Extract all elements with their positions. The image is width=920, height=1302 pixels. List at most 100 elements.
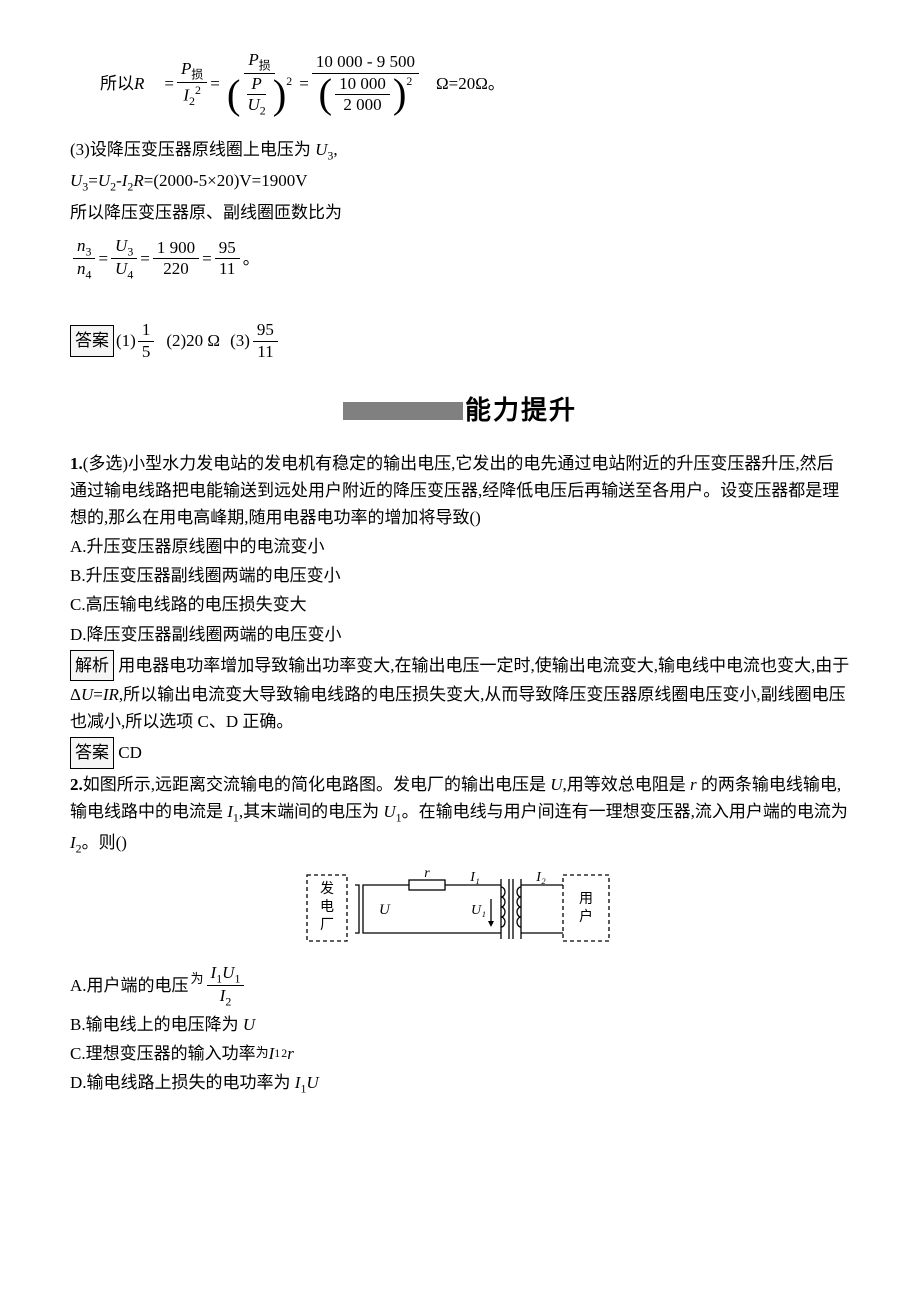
q2D-U: U (306, 1073, 318, 1092)
q2C-wei: 为 (256, 1043, 269, 1064)
q2C-Is: 1 (274, 1044, 280, 1063)
q1-opt-b: B.升压变压器副线圈两端的电压变小 (70, 562, 850, 589)
q2A-pre: A.用户端的电压 (70, 972, 189, 999)
u3c-rhs: =(2000-5×20)V=1900V (144, 171, 308, 190)
diag-r: r (424, 869, 430, 881)
u2-sub-inner: 2 (260, 103, 266, 117)
u3c-u2: U (98, 171, 110, 190)
q2-stem-2: I2。则() (70, 829, 850, 858)
gen-l3: 厂 (320, 918, 334, 933)
q1-ans-text: CD (118, 743, 142, 762)
n4: n (77, 259, 86, 278)
q2A-wei: 为 (191, 969, 204, 990)
ans-p2: (2)20 Ω (166, 327, 220, 354)
q1-opt-c: C.高压输电线路的电压损失变大 (70, 591, 850, 618)
q1j-eq: = (93, 685, 103, 704)
section-banner: 能力提升 (70, 390, 850, 432)
prefix-text: 所以 (100, 70, 134, 97)
sq2: 2 (286, 74, 292, 88)
q2-opt-a: A.用户端的电压 为 I1U1 I2 (70, 963, 850, 1009)
unit-tail: Ω=20Ω。 (436, 70, 505, 97)
q2-t5: 。在输电线与用户间连有一理想变压器,流入用户端的电流为 (402, 802, 848, 821)
u3-var: U (315, 140, 327, 159)
af1d: 5 (138, 342, 155, 362)
rv2n: 95 (215, 238, 240, 259)
n4s: 4 (86, 268, 92, 282)
rU3s: 3 (127, 244, 133, 258)
n3: n (77, 236, 86, 255)
gen-l1: 发 (320, 881, 334, 897)
q2-t2: ,用等效总电阻是 (563, 775, 691, 794)
var-R: R (134, 70, 144, 97)
r-eq2: = (140, 245, 150, 272)
q2-t1: 如图所示,远距离交流输电的简化电路图。发电厂的输出电压是 (83, 775, 551, 794)
u3-calc-line: U3=U2-I2R=(2000-5×20)V=1900V (70, 167, 850, 196)
frac-3: 10 000 - 9 500 ( 10 000 2 000 ) 2 (312, 52, 419, 115)
diag-U1: U₁ (471, 903, 486, 918)
ans-pre: (1 (116, 327, 130, 354)
circuit-svg: 发 电 厂 U r I₁ U₁ I₂ 用 户 (305, 869, 615, 949)
diag-U: U (379, 902, 391, 918)
q2-opt-c: C.理想变压器的输入功率 为 I12r (70, 1040, 850, 1067)
p-loss-num: P (181, 59, 191, 78)
rv1n: 1 900 (153, 238, 199, 259)
q1-opt-a: A.升压变压器原线圈中的电流变小 (70, 533, 850, 560)
r-eq3: = (202, 245, 212, 272)
gen-l2: 电 (320, 899, 334, 915)
answer-label-box: 答案 (70, 325, 114, 356)
q2-stem: 2.如图所示,远距离交流输电的简化电路图。发电厂的输出电压是 U,用等效总电阻是… (70, 771, 850, 828)
rU4s: 4 (127, 268, 133, 282)
jiexi-label-box: 解析 (70, 650, 114, 681)
ratio-tail: 。 (243, 245, 260, 272)
q1-opt-d: D.降压变压器副线圈两端的电压变小 (70, 621, 850, 648)
p-loss-num-2: P (248, 50, 258, 69)
q2-opt-d: D.输电线路上损失的电功率为 I1U (70, 1069, 850, 1098)
q1j-tail: ,所以输出电流变大导致输电线路的电压损失变大,从而导致降压变压器原线圈电压变小,… (70, 685, 846, 731)
p-loss-sub-2: 损 (259, 58, 271, 72)
den-den: 2 000 (339, 95, 385, 115)
q2-num: 2. (70, 775, 83, 794)
n3s: 3 (86, 244, 92, 258)
eq-sign-3: = (299, 70, 309, 97)
lparen-1: ( (227, 79, 241, 112)
line3-text: (3)设降压变压器原线圈上电压为 (70, 140, 315, 159)
rv1d: 220 (159, 259, 193, 279)
line-3-intro: (3)设降压变压器原线圈上电压为 U3, (70, 136, 850, 165)
user-l1: 用 (579, 892, 593, 907)
q1-stem: 1.(多选)小型水力发电站的发电机有稳定的输出电压,它发出的电先通过电站附近的升… (70, 450, 850, 532)
q1-text: (多选)小型水力发电站的发电机有稳定的输出电压,它发出的电先通过电站附近的升压变… (70, 454, 839, 527)
af1n: 1 (138, 320, 155, 341)
q2C-pre: C.理想变压器的输入功率 (70, 1040, 256, 1067)
q1j-IR: IR (103, 685, 119, 704)
q2B-text: B.输电线上的电压降为 (70, 1015, 243, 1034)
equation-R: 所以 R = P损 I22 = P损 ( P U2 ) 2 = 10 000 -… (100, 50, 850, 118)
r-eq1: = (98, 245, 108, 272)
q2-t6: 。则() (82, 833, 127, 852)
q2C-r: r (287, 1040, 294, 1067)
p-loss-sub: 损 (191, 68, 203, 82)
answer-line: 答案 (1 ) 1 5 (2)20 Ω (3) 95 11 (70, 320, 850, 362)
q2-opt-b: B.输电线上的电压降为 U (70, 1011, 850, 1038)
q2A-nU: U (222, 963, 234, 982)
sq1: 2 (195, 83, 201, 97)
rU4: U (115, 259, 127, 278)
u3c-eq1: = (88, 171, 98, 190)
lparen-2: ( (318, 78, 332, 111)
eq-sign-2: = (210, 70, 220, 97)
q2B-U: U (243, 1015, 255, 1034)
diag-I2: I₂ (535, 870, 546, 885)
line3-tail: , (333, 140, 337, 159)
diag-I1: I₁ (469, 870, 480, 885)
section-bar (343, 402, 463, 420)
sq3: 2 (406, 74, 412, 88)
u3c-lhs: U (70, 171, 82, 190)
q2-U: U (550, 775, 562, 794)
den-num: 10 000 (335, 74, 390, 95)
ratio-intro: 所以降压变压器原、副线圈匝数比为 (70, 199, 850, 226)
u2-inner: U (247, 95, 259, 114)
eq-sign: = (164, 70, 174, 97)
answer-label-box-2: 答案 (70, 737, 114, 768)
p-inner: P (247, 74, 265, 95)
circuit-diagram: 发 电 厂 U r I₁ U₁ I₂ 用 户 (70, 869, 850, 949)
af3d: 11 (253, 342, 278, 362)
